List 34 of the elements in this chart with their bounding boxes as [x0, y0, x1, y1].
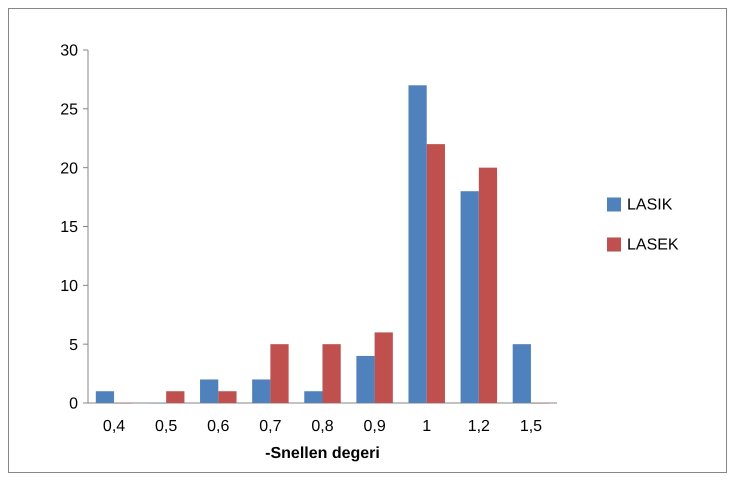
x-tick-label: 0,8	[311, 418, 334, 435]
bar	[96, 391, 114, 403]
y-tick-label: 15	[60, 219, 78, 236]
y-tick-label: 25	[60, 101, 78, 118]
bar	[512, 344, 531, 403]
y-tick-label: 10	[60, 278, 78, 295]
x-tick-label: 0,6	[207, 418, 230, 435]
legend-label: LASEK	[627, 236, 679, 254]
bar	[478, 168, 498, 403]
x-tick-label: 0,7	[259, 418, 282, 435]
y-tick-label: 30	[60, 42, 78, 60]
bar	[166, 391, 184, 403]
x-tick-label: 0,5	[155, 418, 178, 435]
x-tick-label: 0,4	[102, 418, 126, 435]
bar	[356, 356, 375, 403]
y-tick-label: 20	[60, 160, 78, 178]
x-tick-label: 1	[422, 418, 432, 435]
bar	[408, 85, 427, 403]
x-tick-label: 1,5	[520, 418, 542, 435]
y-tick-label: 5	[69, 336, 78, 354]
bar	[374, 332, 393, 403]
x-tick-label: 0,9	[363, 418, 386, 435]
legend-label: LASIK	[627, 196, 673, 214]
bar	[252, 379, 270, 403]
bar	[218, 391, 237, 403]
bar	[426, 144, 445, 403]
y-tick-label: 0	[69, 396, 78, 413]
x-axis-title: -Snellen degeri	[265, 445, 380, 462]
bar	[322, 344, 341, 403]
bar	[200, 379, 218, 403]
x-tick-label: 1,2	[468, 418, 490, 435]
bar	[270, 344, 289, 403]
bar	[304, 391, 322, 403]
bar	[460, 191, 479, 403]
